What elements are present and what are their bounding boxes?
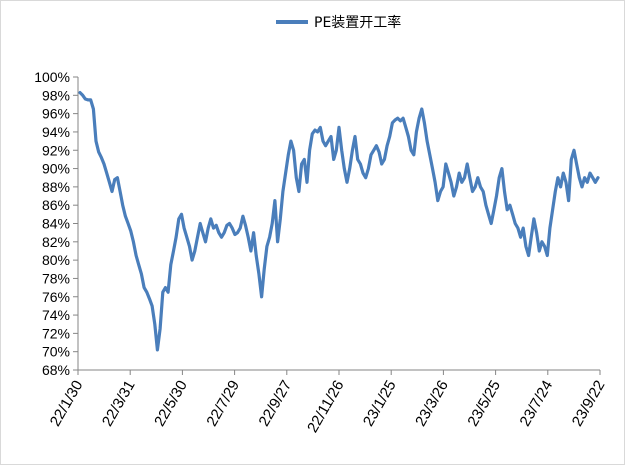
y-tick-label: 88%: [42, 179, 70, 195]
x-tick-label: 22/3/31: [99, 378, 139, 430]
x-tick-label: 22/5/30: [151, 378, 191, 430]
y-tick-label: 90%: [42, 161, 70, 177]
x-tick-label: 22/9/27: [256, 378, 296, 430]
y-tick-label: 80%: [42, 252, 70, 268]
y-tick-label: 96%: [42, 106, 70, 122]
y-tick-label: 76%: [42, 289, 70, 305]
x-tick-label: 23/3/26: [412, 378, 452, 430]
x-tick-label: 23/1/25: [360, 378, 400, 430]
x-tick-label: 23/5/25: [464, 377, 504, 429]
y-tick-label: 84%: [42, 216, 70, 232]
x-tick-label: 23/7/24: [517, 378, 557, 430]
y-tick-label: 74%: [42, 307, 70, 323]
x-tick-label: 22/7/29: [203, 378, 243, 430]
y-tick-label: 94%: [42, 124, 70, 140]
y-tick-label: 70%: [42, 344, 70, 360]
y-tick-label: 82%: [42, 234, 70, 250]
y-tick-label: 100%: [34, 69, 70, 85]
legend-entry: PE装置开工率: [314, 14, 401, 31]
x-tick-label: 22/11/26: [304, 378, 347, 436]
y-tick-label: 68%: [42, 362, 70, 378]
x-tick-label: 23/9/22: [569, 378, 609, 430]
y-tick-label: 98%: [42, 87, 70, 103]
series-line-pe-utilization: [78, 90, 600, 352]
y-tick-label: 86%: [42, 197, 70, 213]
legend: PE装置开工率: [276, 14, 401, 31]
x-axis: 22/1/30 22/3/31 22/5/30 22/7/29 22/9/27 22/11…: [47, 369, 609, 436]
y-tick-label: 78%: [42, 270, 70, 286]
y-tick-label: 72%: [42, 325, 70, 341]
plot-area: [78, 90, 600, 352]
x-tick-label: 22/1/30: [47, 378, 87, 430]
y-tick-label: 92%: [42, 142, 70, 158]
y-axis: 100% 98% 96% 94% 92% 90% 88% 86% 84% 82% 80% 78% 76%…: [34, 69, 79, 378]
